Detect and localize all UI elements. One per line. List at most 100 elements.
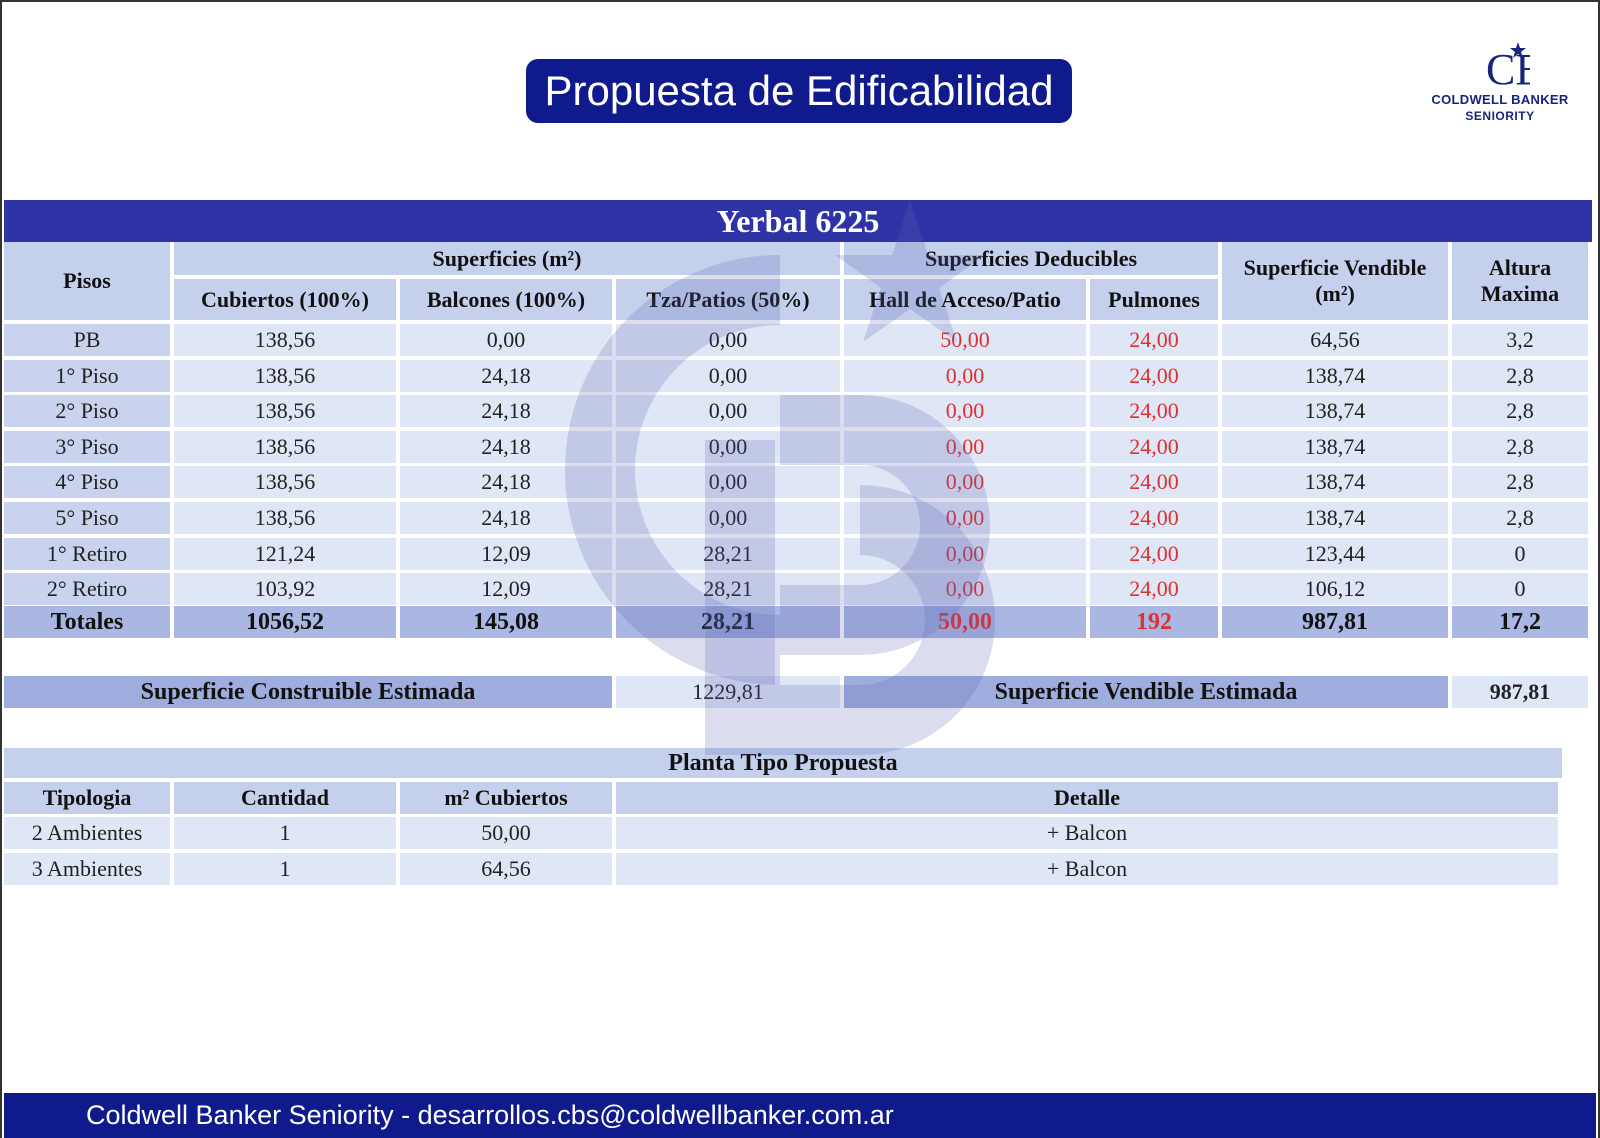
col-header-pulmones: Pulmones bbox=[1090, 279, 1218, 320]
planta-cell-cantidad: 1 bbox=[174, 817, 396, 849]
col-header-altura-line2: Maxima bbox=[1480, 281, 1560, 306]
planta-col-cantidad: Cantidad bbox=[174, 782, 396, 814]
table-cell-hall: 0,00 bbox=[844, 395, 1086, 428]
planta-title: Planta Tipo Propuesta bbox=[4, 748, 1562, 778]
col-header-pisos: Pisos bbox=[4, 242, 170, 320]
table-cell-altura: 3,2 bbox=[1452, 324, 1588, 356]
table-cell-piso: 2° Piso bbox=[4, 395, 170, 428]
table-cell-hall: 0,00 bbox=[844, 359, 1086, 392]
col-header-hall: Hall de Acceso/Patio bbox=[844, 279, 1086, 320]
table-cell-altura: 2,8 bbox=[1452, 395, 1588, 428]
table-cell-piso: 3° Piso bbox=[4, 430, 170, 463]
col-header-vendible-line1: Superficie Vendible bbox=[1243, 255, 1427, 280]
table-cell-tza: 0,00 bbox=[616, 324, 840, 356]
table-cell-altura: 2,8 bbox=[1452, 466, 1588, 499]
logo-text-line1: COLDWELL BANKER bbox=[1431, 92, 1569, 107]
table-cell-vendible: 138,74 bbox=[1222, 359, 1448, 392]
vendible-label: Superficie Vendible Estimada bbox=[844, 676, 1448, 708]
table-cell-balcones: 12,09 bbox=[400, 573, 612, 606]
table-cell-hall: 0,00 bbox=[844, 573, 1086, 606]
footer-text: Coldwell Banker Seniority - desarrollos.… bbox=[86, 1100, 894, 1130]
table-cell-piso: 4° Piso bbox=[4, 466, 170, 499]
table-cell-tza: 28,21 bbox=[616, 537, 840, 570]
col-header-altura: Altura Maxima bbox=[1452, 242, 1588, 320]
table-cell-hall: 0,00 bbox=[844, 466, 1086, 499]
vendible-value: 987,81 bbox=[1452, 676, 1588, 708]
totals-cell-vendible: 987,81 bbox=[1222, 606, 1448, 638]
table-cell-piso: 2° Retiro bbox=[4, 573, 170, 606]
table-cell-vendible: 123,44 bbox=[1222, 537, 1448, 570]
table-cell-cubiertos: 121,24 bbox=[174, 537, 396, 570]
totals-cell-hall: 50,00 bbox=[844, 606, 1086, 638]
planta-col-detalle: Detalle bbox=[616, 782, 1558, 814]
table-cell-tza: 0,00 bbox=[616, 466, 840, 499]
table-cell-cubiertos: 138,56 bbox=[174, 395, 396, 428]
construible-value: 1229,81 bbox=[616, 676, 840, 708]
planta-cell-tipologia: 2 Ambientes bbox=[4, 817, 170, 849]
table-cell-pulmones: 24,00 bbox=[1090, 430, 1218, 463]
construible-label: Superficie Construible Estimada bbox=[4, 676, 612, 708]
planta-cell-detalle: + Balcon bbox=[616, 817, 1558, 849]
company-logo: CB COLDWELL BANKER SENIORITY bbox=[1425, 38, 1575, 128]
table-cell-balcones: 24,18 bbox=[400, 502, 612, 534]
table-cell-pulmones: 24,00 bbox=[1090, 573, 1218, 606]
planta-cell-tipologia: 3 Ambientes bbox=[4, 853, 170, 885]
planta-cell-m2: 50,00 bbox=[400, 817, 612, 849]
table-cell-balcones: 24,18 bbox=[400, 395, 612, 428]
table-cell-piso: 5° Piso bbox=[4, 502, 170, 534]
table-cell-balcones: 0,00 bbox=[400, 324, 612, 356]
planta-cell-detalle: + Balcon bbox=[616, 853, 1558, 885]
table-cell-cubiertos: 138,56 bbox=[174, 430, 396, 463]
table-cell-pulmones: 24,00 bbox=[1090, 537, 1218, 570]
group-header-deducibles: Superficies Deducibles bbox=[844, 242, 1218, 275]
table-cell-cubiertos: 138,56 bbox=[174, 502, 396, 534]
col-header-vendible: Superficie Vendible (m²) bbox=[1222, 242, 1448, 320]
table-cell-pulmones: 24,00 bbox=[1090, 502, 1218, 534]
table-cell-altura: 2,8 bbox=[1452, 502, 1588, 534]
planta-cell-m2: 64,56 bbox=[400, 853, 612, 885]
table-cell-cubiertos: 138,56 bbox=[174, 359, 396, 392]
table-cell-balcones: 24,18 bbox=[400, 466, 612, 499]
table-cell-pulmones: 24,00 bbox=[1090, 466, 1218, 499]
table-cell-vendible: 138,74 bbox=[1222, 395, 1448, 428]
col-header-tza: Tza/Patios (50%) bbox=[616, 279, 840, 320]
footer-bar: Coldwell Banker Seniority - desarrollos.… bbox=[4, 1093, 1596, 1138]
logo-text-line2: SENIORITY bbox=[1465, 109, 1535, 123]
table-cell-hall: 0,00 bbox=[844, 537, 1086, 570]
col-header-balcones: Balcones (100%) bbox=[400, 279, 612, 320]
totals-cell-pulmones: 192 bbox=[1090, 606, 1218, 638]
table-cell-tza: 0,00 bbox=[616, 430, 840, 463]
table-cell-hall: 0,00 bbox=[844, 430, 1086, 463]
table-cell-altura: 2,8 bbox=[1452, 430, 1588, 463]
totals-cell-cubiertos: 1056,52 bbox=[174, 606, 396, 638]
table-cell-tza: 0,00 bbox=[616, 359, 840, 392]
table-cell-altura: 0 bbox=[1452, 573, 1588, 606]
page-title: Propuesta de Edificabilidad bbox=[526, 59, 1072, 123]
totals-cell-altura: 17,2 bbox=[1452, 606, 1588, 638]
totals-cell-piso: Totales bbox=[4, 606, 170, 638]
table-cell-pulmones: 24,00 bbox=[1090, 359, 1218, 392]
table-cell-tza: 0,00 bbox=[616, 395, 840, 428]
table-cell-vendible: 106,12 bbox=[1222, 573, 1448, 606]
table-cell-balcones: 12,09 bbox=[400, 537, 612, 570]
cb-logo-icon: CB bbox=[1486, 42, 1530, 94]
logo-monogram: CB bbox=[1486, 45, 1530, 94]
table-cell-pulmones: 24,00 bbox=[1090, 324, 1218, 356]
table-cell-vendible: 138,74 bbox=[1222, 502, 1448, 534]
group-header-superficies: Superficies (m²) bbox=[174, 242, 840, 275]
table-cell-vendible: 138,74 bbox=[1222, 430, 1448, 463]
col-header-cubiertos: Cubiertos (100%) bbox=[174, 279, 396, 320]
col-header-altura-line1: Altura bbox=[1488, 255, 1552, 280]
table-cell-piso: 1° Piso bbox=[4, 359, 170, 392]
table-cell-tza: 28,21 bbox=[616, 573, 840, 606]
col-header-vendible-line2: (m²) bbox=[1315, 281, 1355, 306]
table-cell-cubiertos: 103,92 bbox=[174, 573, 396, 606]
table-cell-vendible: 138,74 bbox=[1222, 466, 1448, 499]
table-cell-cubiertos: 138,56 bbox=[174, 466, 396, 499]
table-cell-piso: 1° Retiro bbox=[4, 537, 170, 570]
table-cell-vendible: 64,56 bbox=[1222, 324, 1448, 356]
planta-col-m2: m² Cubiertos bbox=[400, 782, 612, 814]
table-cell-balcones: 24,18 bbox=[400, 359, 612, 392]
table-cell-piso: PB bbox=[4, 324, 170, 356]
